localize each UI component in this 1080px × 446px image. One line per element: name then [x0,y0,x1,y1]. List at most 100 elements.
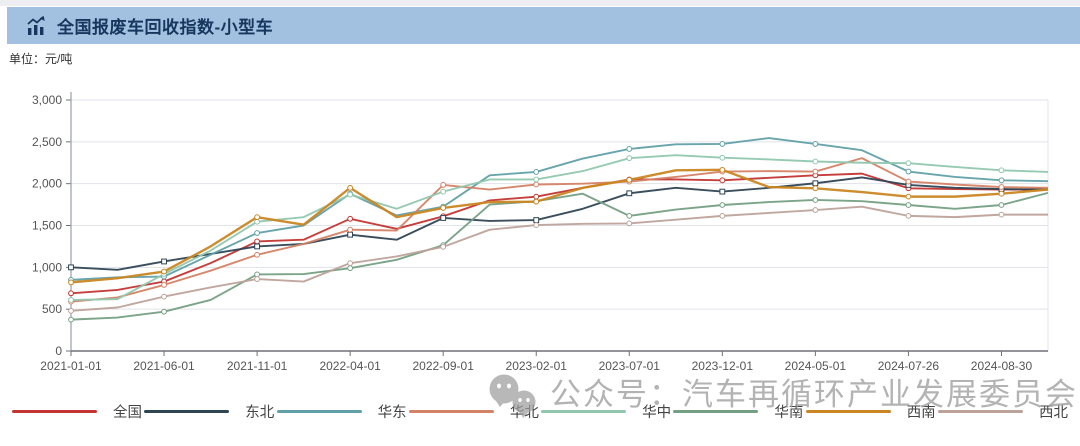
x-axis-label: 2023-12-01 [692,359,754,373]
x-axis-label: 2022-09-01 [412,359,474,373]
legend-swatch [408,410,494,413]
legend-swatch [12,410,97,413]
series-line-0[interactable] [70,172,1048,295]
series-marker-7 [68,307,74,314]
x-axis-label: 2023-02-01 [506,359,568,373]
series-marker-3 [161,282,167,288]
series-marker-3 [533,181,540,188]
series-marker-3 [998,184,1005,190]
series-marker-1 [68,264,74,271]
series-marker-6 [998,190,1005,197]
line-chart-plot[interactable]: 0 500 1,000 1,500 2,000 2,500 3,000 2021-01-01 2… [0,86,1080,386]
series-marker-5 [998,202,1005,208]
legend-item-7[interactable]: 西北 [937,401,1068,422]
series-marker-6 [905,193,912,200]
series-marker-7 [905,212,912,219]
series-line-4[interactable] [70,154,1049,301]
series-line-5[interactable] [70,191,1049,321]
legend-label: 华东 [377,405,407,421]
chart-title-bar: 全国报废车回收指数-小型车 [7,7,1080,44]
series-marker-1 [161,258,167,265]
legend-swatch [937,410,1023,413]
series-marker-5 [905,202,912,208]
legend-swatch [276,410,362,413]
series-marker-5 [68,316,74,323]
series-marker-5 [254,271,260,278]
series-line-6[interactable] [70,168,1049,284]
series-marker-4 [347,191,354,198]
y-axis-label: 1,500 [32,219,62,233]
series-marker-5 [161,308,167,315]
series-line-2[interactable] [70,137,1049,281]
series-marker-7 [812,207,819,213]
x-axis-label: 2023-07-01 [599,359,661,373]
legend-label: 东北 [245,405,275,421]
series-marker-6 [347,184,354,191]
series-marker-1 [719,188,726,195]
y-axis-label: 2,500 [32,135,62,149]
series-marker-2 [533,169,540,175]
series-marker-1 [533,217,540,223]
series-marker-7 [998,211,1005,218]
series-marker-2 [905,168,912,175]
series-marker-4 [719,154,726,161]
series-marker-6 [719,166,726,173]
chart-legend: 全国 东北 华东 华北 华中 华南 西南 西北 [0,401,1080,422]
series-marker-0 [68,290,74,297]
series-marker-4 [812,158,819,165]
legend-item-3[interactable]: 华北 [408,401,539,422]
x-axis-label: 2021-11-01 [227,359,288,373]
x-axis-label: 2024-08-30 [971,359,1033,373]
series-marker-0 [719,177,726,184]
series-marker-3 [812,168,819,175]
series-marker-7 [719,212,726,219]
series-line-7[interactable] [70,205,1048,312]
y-axis-label: 0 [55,344,62,358]
legend-item-4[interactable]: 华中 [541,401,671,422]
legend-label: 全国 [113,405,142,421]
series-marker-2 [812,141,819,147]
series-marker-7 [254,276,260,282]
legend-item-6[interactable]: 西南 [805,401,936,422]
series-marker-7 [626,220,633,227]
series-marker-3 [440,182,447,188]
legend-label: 华中 [642,405,672,421]
series-marker-7 [440,243,447,250]
series-marker-2 [998,177,1005,184]
series-marker-3 [905,178,912,185]
series-marker-7 [533,222,540,228]
series-marker-4 [905,160,912,167]
series-marker-4 [440,188,447,195]
series-marker-0 [254,238,260,245]
series-marker-1 [347,231,354,238]
series-marker-4 [68,297,74,303]
y-axis-label: 500 [42,302,62,316]
series-marker-4 [254,218,260,225]
legend-label: 华北 [509,405,539,421]
x-axis-label: 2021-01-01 [40,359,102,373]
series-marker-2 [719,141,726,147]
x-axis-label: 2024-07-26 [878,359,940,373]
series-marker-1 [626,190,633,197]
legend-item-1[interactable]: 东北 [144,401,274,422]
series-marker-6 [812,185,819,192]
legend-swatch [144,410,230,413]
series-line-1[interactable] [70,176,1049,271]
series-marker-0 [533,193,540,200]
window-top-strip [0,0,1080,6]
y-axis-label: 1,000 [32,260,62,274]
series-marker-6 [626,177,633,183]
series-marker-6 [68,279,74,286]
series-line-3[interactable] [70,157,1049,303]
legend-label: 西北 [1038,405,1068,421]
series-marker-5 [626,212,633,219]
legend-item-2[interactable]: 华东 [276,401,407,422]
legend-item-0[interactable]: 全国 [12,401,142,422]
legend-item-5[interactable]: 华南 [673,401,803,422]
x-axis-label: 2024-05-01 [785,359,847,373]
series-marker-3 [347,226,354,233]
y-axis-label: 3,000 [32,93,62,107]
legend-swatch [541,410,627,413]
y-axis-label: 2,000 [32,177,62,191]
